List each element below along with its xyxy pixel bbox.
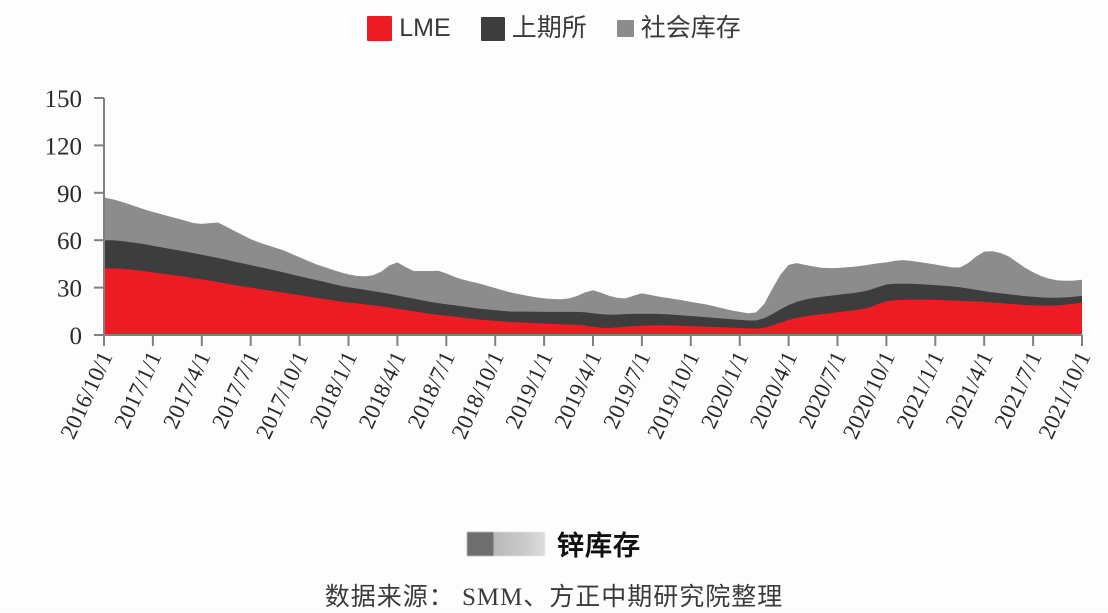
chart-title: 锌库存 <box>557 531 641 561</box>
chart-title-row: 锌库存 <box>0 524 1108 563</box>
x-tick-label: 2020/1/1 <box>696 348 753 433</box>
x-tick-label: 2020/4/1 <box>745 348 802 433</box>
x-tick-label: 2021/4/1 <box>941 348 998 433</box>
x-tick-label: 2019/7/1 <box>598 348 655 433</box>
x-tick-label: 2017/1/1 <box>109 348 166 433</box>
chart-caption: 锌库存 数据来源： SMM、方正中期研究院整理 <box>0 524 1108 613</box>
y-axis-tick-labels: 0 30 60 90 120 150 <box>45 86 83 350</box>
chart-legend: LME 上期所 社会库存 <box>0 16 1108 41</box>
legend-label-lme: LME <box>399 14 451 42</box>
x-tick-label: 2017/7/1 <box>207 348 264 433</box>
legend-label-shfe: 上期所 <box>511 14 587 42</box>
legend-item-shfe[interactable]: 上期所 <box>480 14 587 42</box>
x-tick-label: 2021/1/1 <box>892 348 949 433</box>
x-tick-label: 2018/4/1 <box>354 348 411 433</box>
y-tick-label: 30 <box>57 276 82 303</box>
y-tick-label: 90 <box>57 181 82 208</box>
legend-label-social: 社会库存 <box>640 14 741 42</box>
x-tick-label: 2019/1/1 <box>500 348 557 433</box>
chart-source-note: 数据来源： SMM、方正中期研究院整理 <box>324 584 784 611</box>
legend-swatch-shfe-icon <box>480 16 505 41</box>
x-tick-label: 2018/7/1 <box>403 348 460 433</box>
y-tick-label: 120 <box>45 133 83 160</box>
legend-item-social[interactable]: 社会库存 <box>616 14 741 42</box>
chart-series-areas <box>104 197 1082 335</box>
x-tick-label: 2016/10/1 <box>55 348 117 443</box>
redacted-watermark-box <box>467 531 545 556</box>
legend-swatch-social-icon <box>616 20 634 37</box>
x-tick-label: 2020/7/1 <box>794 348 851 433</box>
legend-item-lme[interactable]: LME <box>367 14 451 42</box>
y-tick-label: 150 <box>45 86 83 113</box>
chart-axes <box>94 97 1083 346</box>
x-tick-label: 2019/4/1 <box>549 348 606 433</box>
area-series-LME <box>104 268 1082 335</box>
x-axis-tick-labels: 2016/10/12017/1/12017/4/12017/7/12017/10… <box>55 348 1095 443</box>
y-tick-label: 0 <box>70 323 83 350</box>
x-tick-label: 2021/7/1 <box>989 348 1046 433</box>
x-tick-label: 2018/1/1 <box>305 348 362 433</box>
y-tick-label: 60 <box>57 228 82 255</box>
legend-swatch-lme-icon <box>367 16 393 41</box>
chart-plot-area: 0 30 60 90 120 150 2016/10/1 2017/1/1 2017/4/1 2… <box>45 86 1096 443</box>
x-tick-label: 2017/4/1 <box>158 348 215 433</box>
